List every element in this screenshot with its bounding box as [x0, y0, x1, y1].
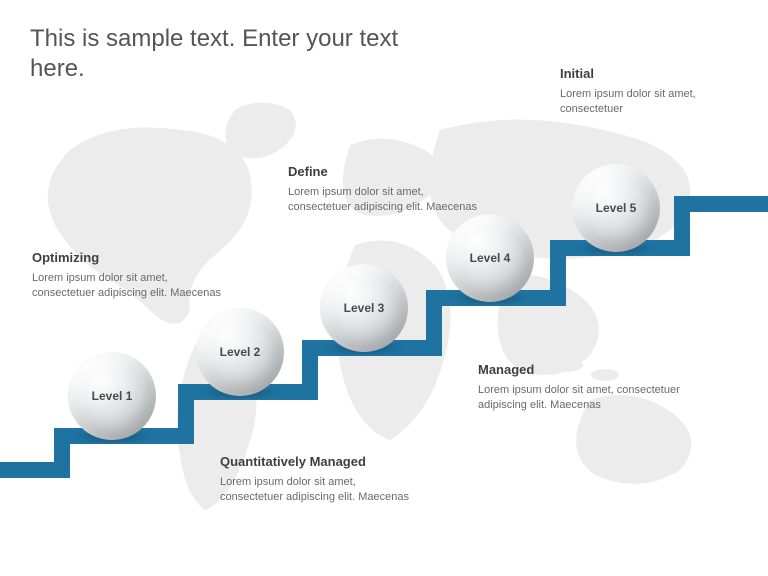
text-block-define: Define Lorem ipsum dolor sit amet, conse…	[288, 164, 488, 215]
sphere-label: Level 5	[596, 201, 637, 215]
block-title: Managed	[478, 362, 688, 377]
sphere-level-5: Level 5	[572, 164, 660, 252]
block-title: Quantitatively Managed	[220, 454, 420, 469]
text-block-quantitatively-managed: Quantitatively Managed Lorem ipsum dolor…	[220, 454, 420, 505]
text-block-managed: Managed Lorem ipsum dolor sit amet, cons…	[478, 362, 688, 413]
sphere-label: Level 1	[92, 389, 133, 403]
sphere-level-1: Level 1	[68, 352, 156, 440]
block-title: Define	[288, 164, 488, 179]
slide-title: This is sample text. Enter your text her…	[30, 24, 410, 84]
sphere-label: Level 3	[344, 301, 385, 315]
sphere-level-4: Level 4	[446, 214, 534, 302]
sphere-level-2: Level 2	[196, 308, 284, 396]
slide-canvas: This is sample text. Enter your text her…	[0, 0, 768, 576]
block-body: Lorem ipsum dolor sit amet, consectetuer…	[288, 185, 488, 215]
sphere-label: Level 4	[470, 251, 511, 265]
block-body: Lorem ipsum dolor sit amet, consectetuer	[560, 87, 740, 117]
block-body: Lorem ipsum dolor sit amet, consectetuer…	[32, 271, 232, 301]
text-block-optimizing: Optimizing Lorem ipsum dolor sit amet, c…	[32, 250, 232, 301]
block-body: Lorem ipsum dolor sit amet, consectetuer…	[478, 383, 688, 413]
sphere-level-3: Level 3	[320, 264, 408, 352]
block-title: Optimizing	[32, 250, 232, 265]
text-block-initial: Initial Lorem ipsum dolor sit amet, cons…	[560, 66, 740, 117]
block-title: Initial	[560, 66, 740, 81]
sphere-label: Level 2	[220, 345, 261, 359]
block-body: Lorem ipsum dolor sit amet, consectetuer…	[220, 475, 420, 505]
